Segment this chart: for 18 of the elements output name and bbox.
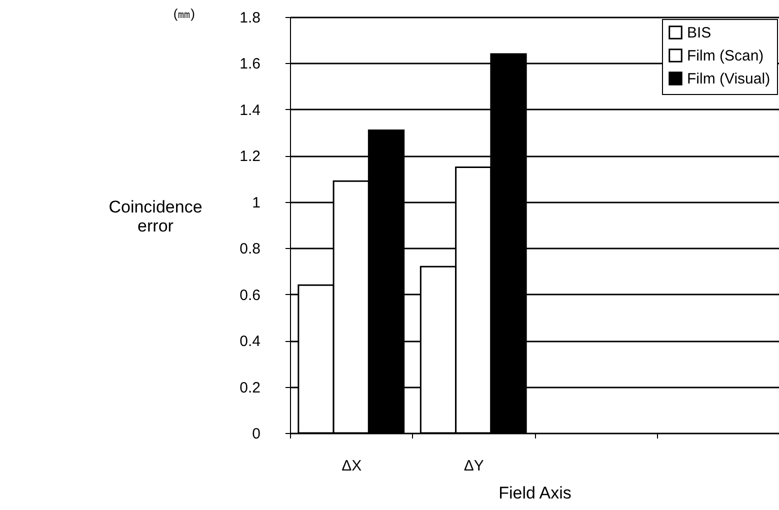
- legend-label: BIS: [687, 24, 712, 42]
- y-tick-label: 1.6: [240, 56, 260, 73]
- y-tick-label: 0: [252, 426, 260, 442]
- y-tick-label: 0.8: [240, 240, 260, 258]
- y-tick-label: 0.2: [240, 379, 260, 396]
- x-tick-label: ΔX: [342, 458, 362, 474]
- y-axis-title: Coincidence error: [108, 198, 202, 236]
- x-axis-title: Field Axis: [498, 484, 572, 502]
- y-tick-label: 0.4: [240, 333, 260, 350]
- y-tick-label: 1.4: [240, 102, 260, 119]
- legend-label: Film (Scan): [687, 48, 764, 64]
- y-tick-label: 1.2: [240, 148, 260, 166]
- y-tick-label: 1: [252, 194, 260, 212]
- text: (㎜): [173, 6, 195, 21]
- y-tick-label: 0.6: [240, 286, 260, 304]
- legend-label: Film (Visual): [687, 70, 770, 88]
- y-tick-label: 1.8: [240, 10, 260, 26]
- x-tick-label: ΔY: [464, 458, 484, 474]
